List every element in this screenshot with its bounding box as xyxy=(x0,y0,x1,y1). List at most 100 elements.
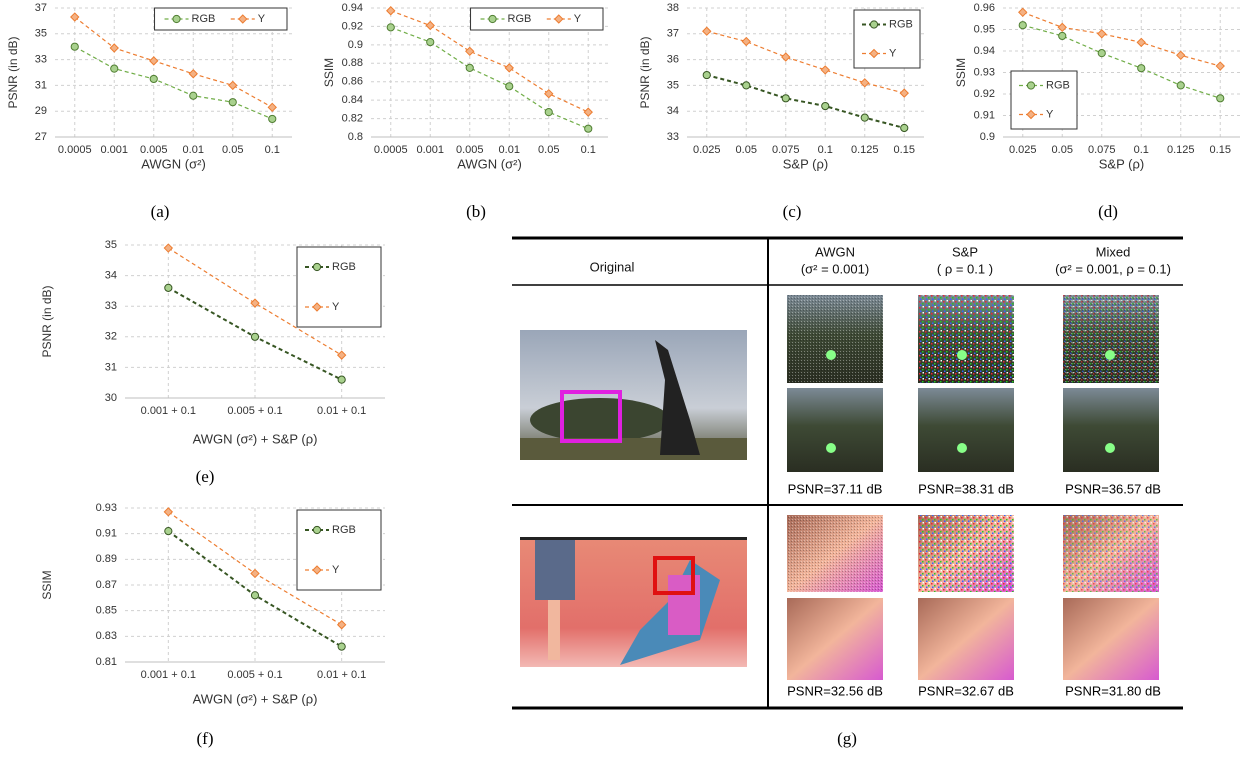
marker xyxy=(110,44,118,52)
x-tick-label: 0.075 xyxy=(1088,144,1116,156)
x-tick-label: 0.15 xyxy=(894,144,915,156)
x-tick-label: 0.075 xyxy=(772,144,800,156)
header-name: S&P xyxy=(952,244,978,259)
y-tick-label: 0.82 xyxy=(342,112,363,124)
marker xyxy=(387,7,395,15)
y-tick-label: 0.9 xyxy=(980,131,995,143)
marker xyxy=(506,83,513,90)
marker xyxy=(703,27,711,35)
marker xyxy=(189,70,197,78)
y-axis-label: PSNR (in dB) xyxy=(6,36,20,108)
x-tick-label: 0.005 xyxy=(456,144,484,156)
marker xyxy=(1138,65,1145,72)
series-line xyxy=(75,17,273,107)
marker xyxy=(1027,82,1034,89)
psnr-label: PSNR=38.31 dB xyxy=(918,481,1014,496)
x-axis-label: AWGN (σ²) + S&P (ρ) xyxy=(193,691,318,706)
marker xyxy=(489,15,496,22)
legend-label: RGB xyxy=(332,524,356,536)
legend-label: Y xyxy=(332,301,340,313)
marker xyxy=(150,75,157,82)
marker xyxy=(584,108,592,116)
marker xyxy=(1177,82,1184,89)
y-tick-label: 33 xyxy=(105,300,117,312)
x-axis-label: AWGN (σ²) xyxy=(141,156,206,171)
psnr-label: PSNR=32.56 dB xyxy=(787,683,883,698)
marker xyxy=(313,526,320,533)
y-tick-label: 35 xyxy=(105,239,117,251)
header-param: (σ² = 0.001, ρ = 0.1) xyxy=(1055,261,1171,276)
x-tick-label: 0.125 xyxy=(1167,144,1195,156)
marker xyxy=(782,53,790,61)
x-tick-label: 0.1 xyxy=(1134,144,1149,156)
marker xyxy=(782,95,789,102)
y-tick-label: 0.88 xyxy=(342,57,363,69)
caption: (f) xyxy=(197,729,214,748)
y-tick-label: 0.81 xyxy=(96,656,117,668)
header-original: Original xyxy=(590,259,635,274)
y-tick-label: 33 xyxy=(667,131,679,143)
marker xyxy=(1098,50,1105,57)
marker xyxy=(229,99,236,106)
y-tick-label: 0.85 xyxy=(96,605,117,617)
y-tick-label: 37 xyxy=(35,2,47,14)
y-tick-label: 0.96 xyxy=(974,2,995,14)
y-tick-label: 0.93 xyxy=(974,66,995,78)
psnr-label: PSNR=37.11 dB xyxy=(788,481,883,496)
marker xyxy=(1137,38,1145,46)
marker xyxy=(901,124,908,131)
y-tick-label: 0.94 xyxy=(342,2,363,14)
caption: (a) xyxy=(151,202,170,221)
marker xyxy=(338,621,346,629)
marker xyxy=(251,592,258,599)
y-tick-label: 33 xyxy=(35,54,47,66)
y-tick-label: 0.8 xyxy=(348,131,363,143)
marker xyxy=(900,89,908,97)
original-image xyxy=(520,330,747,460)
marker xyxy=(268,103,276,111)
caption: (b) xyxy=(466,202,486,221)
marker xyxy=(1098,30,1106,38)
psnr-label: PSNR=31.80 dB xyxy=(1065,683,1161,698)
marker xyxy=(466,47,474,55)
x-tick-label: 0.001 + 0.1 xyxy=(141,669,196,681)
marker xyxy=(1177,51,1185,59)
marker xyxy=(338,643,345,650)
y-tick-label: 0.86 xyxy=(342,76,363,88)
crop-images xyxy=(787,295,1159,472)
x-tick-label: 0.005 xyxy=(140,144,168,156)
x-tick-label: 0.001 xyxy=(100,144,128,156)
marker xyxy=(427,38,434,45)
y-axis-label: SSIM xyxy=(40,570,54,599)
chart: 0.90.910.920.930.940.950.960.0250.050.07… xyxy=(954,2,1240,221)
y-tick-label: 0.87 xyxy=(96,579,117,591)
y-tick-label: 0.92 xyxy=(974,88,995,100)
x-tick-label: 0.125 xyxy=(851,144,879,156)
original-image xyxy=(520,537,747,667)
marker xyxy=(229,81,237,89)
x-tick-label: 0.1 xyxy=(818,144,833,156)
legend-box xyxy=(297,247,381,327)
marker xyxy=(466,64,473,71)
legend-label: RGB xyxy=(508,13,532,25)
psnr-label: PSNR=32.67 dB xyxy=(918,683,1014,698)
marker xyxy=(1217,95,1224,102)
marker xyxy=(251,569,259,577)
marker xyxy=(1058,23,1066,31)
series-line xyxy=(391,27,589,128)
marker xyxy=(111,65,118,72)
legend-label: RGB xyxy=(192,13,216,25)
marker xyxy=(822,102,829,109)
x-tick-label: 0.0005 xyxy=(374,144,408,156)
x-tick-label: 0.1 xyxy=(581,144,596,156)
header-name: Mixed xyxy=(1096,244,1131,259)
y-tick-label: 0.84 xyxy=(342,94,363,106)
y-tick-label: 36 xyxy=(667,54,679,66)
x-tick-label: 0.025 xyxy=(693,144,721,156)
y-tick-label: 38 xyxy=(667,2,679,14)
x-tick-label: 0.005 + 0.1 xyxy=(227,669,282,681)
x-tick-label: 0.05 xyxy=(222,144,243,156)
y-tick-label: 31 xyxy=(105,361,117,373)
